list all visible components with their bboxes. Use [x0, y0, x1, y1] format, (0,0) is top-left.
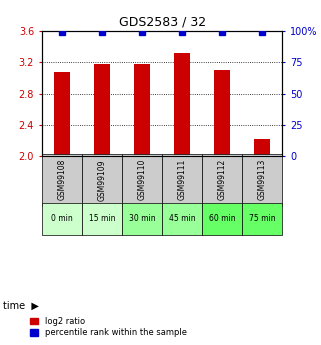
- Text: 60 min: 60 min: [209, 215, 236, 224]
- Text: GSM99108: GSM99108: [57, 159, 66, 200]
- FancyBboxPatch shape: [162, 203, 202, 235]
- FancyBboxPatch shape: [42, 203, 82, 235]
- Bar: [254, 139, 270, 313]
- FancyBboxPatch shape: [122, 203, 162, 235]
- Text: 75 min: 75 min: [249, 215, 276, 224]
- Text: 30 min: 30 min: [129, 215, 155, 224]
- FancyBboxPatch shape: [122, 154, 162, 206]
- Legend: log2 ratio, percentile rank within the sample: log2 ratio, percentile rank within the s…: [30, 317, 187, 337]
- FancyBboxPatch shape: [82, 203, 122, 235]
- Text: 45 min: 45 min: [169, 215, 195, 224]
- Text: GSM99112: GSM99112: [218, 159, 227, 200]
- Bar: [214, 70, 230, 313]
- Text: GSM99113: GSM99113: [258, 159, 267, 200]
- FancyBboxPatch shape: [242, 154, 282, 206]
- Text: GSM99110: GSM99110: [137, 159, 147, 200]
- FancyBboxPatch shape: [42, 154, 82, 206]
- Bar: [134, 64, 150, 313]
- Text: 0 min: 0 min: [51, 215, 73, 224]
- Title: GDS2583 / 32: GDS2583 / 32: [118, 16, 206, 29]
- FancyBboxPatch shape: [162, 154, 202, 206]
- Text: time  ▶: time ▶: [3, 300, 39, 310]
- Bar: [94, 64, 110, 313]
- FancyBboxPatch shape: [202, 203, 242, 235]
- FancyBboxPatch shape: [82, 154, 122, 206]
- FancyBboxPatch shape: [242, 203, 282, 235]
- Text: GSM99111: GSM99111: [178, 159, 187, 200]
- Text: 15 min: 15 min: [89, 215, 115, 224]
- FancyBboxPatch shape: [202, 154, 242, 206]
- Text: GSM99109: GSM99109: [97, 159, 107, 200]
- Bar: [54, 72, 70, 313]
- Bar: [174, 53, 190, 313]
